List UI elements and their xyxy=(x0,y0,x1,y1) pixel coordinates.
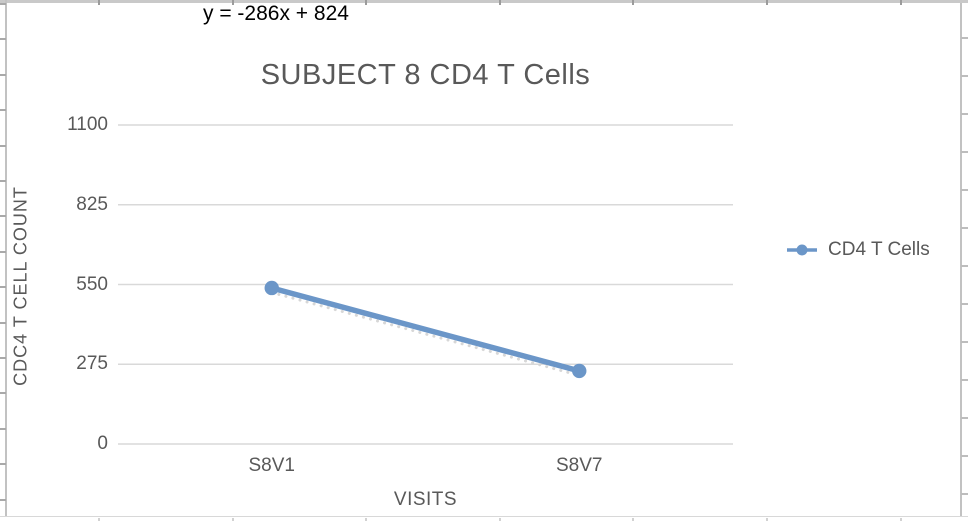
worksheet-gridline-tick xyxy=(766,517,768,521)
worksheet-gridline-tick xyxy=(961,417,968,419)
worksheet-gridline-tick xyxy=(961,265,968,267)
worksheet-gridline-tick xyxy=(961,37,968,39)
worksheet-gridline-tick xyxy=(899,517,902,521)
x-axis-title[interactable]: VISITS xyxy=(393,489,458,510)
worksheet-gridline-tick xyxy=(632,517,635,521)
worksheet-gridline-tick xyxy=(231,0,234,5)
worksheet-gridline-tick xyxy=(0,392,6,395)
worksheet-gridline-tick xyxy=(98,0,100,5)
legend[interactable]: CD4 T Cells xyxy=(786,238,930,262)
worksheet-left-border xyxy=(5,0,7,517)
worksheet-gridline-tick xyxy=(98,517,100,521)
worksheet-gridline-tick xyxy=(632,0,635,5)
x-axis-category-label[interactable]: S8V7 xyxy=(556,455,603,476)
y-axis-tick-label[interactable]: 1100 xyxy=(67,114,108,135)
legend-key-icon xyxy=(787,244,817,256)
y-axis-tick-label[interactable]: 0 xyxy=(97,433,108,454)
data-point-marker[interactable] xyxy=(572,363,587,379)
legend-series-label: CD4 T Cells xyxy=(828,239,930,260)
worksheet-gridline-tick xyxy=(231,517,234,521)
y-axis-tick-label[interactable]: 825 xyxy=(76,193,108,215)
trendline-equation-label[interactable]: y = -286x + 824 xyxy=(203,2,349,25)
worksheet-top-border xyxy=(0,0,968,3)
worksheet-gridline-tick xyxy=(961,379,968,381)
worksheet-gridline-tick xyxy=(899,0,902,5)
worksheet-gridline-tick xyxy=(0,144,6,147)
worksheet-gridline-tick xyxy=(0,498,6,501)
worksheet-gridline-tick xyxy=(961,455,968,457)
trendline[interactable] xyxy=(270,290,581,377)
worksheet-gridline-tick xyxy=(961,303,968,305)
worksheet-gridline-tick xyxy=(0,3,6,5)
worksheet-gridline-tick xyxy=(0,463,6,466)
worksheet-gridline-tick xyxy=(498,0,501,5)
worksheet-gridline-tick xyxy=(0,180,6,182)
data-point-marker[interactable] xyxy=(264,280,279,296)
worksheet-gridline-tick xyxy=(961,151,968,153)
worksheet-gridline-tick xyxy=(498,517,501,521)
series-line[interactable] xyxy=(269,285,582,374)
worksheet-right-border xyxy=(960,3,962,516)
worksheet-gridline-tick xyxy=(0,73,6,76)
worksheet-gridline-tick xyxy=(961,493,968,495)
worksheet-gridline-tick xyxy=(0,286,6,289)
worksheet-gridline-tick xyxy=(0,250,6,253)
worksheet-gridline-tick xyxy=(961,189,968,191)
worksheet-gridline-tick xyxy=(365,0,368,5)
worksheet-gridline-tick xyxy=(961,113,968,115)
worksheet-gridline-tick xyxy=(0,215,6,218)
worksheet-gridline-tick xyxy=(0,357,6,359)
worksheet-gridline-tick xyxy=(0,38,6,41)
y-axis-tick-label[interactable]: 550 xyxy=(76,273,108,295)
worksheet-gridline-tick xyxy=(365,517,368,521)
worksheet-gridline-tick xyxy=(961,341,968,343)
x-axis-category-label[interactable]: S8V1 xyxy=(248,455,295,476)
worksheet-gridline-tick xyxy=(0,321,6,324)
chart-title[interactable]: SUBJECT 8 CD4 T Cells xyxy=(260,59,591,91)
worksheet-gridline-tick xyxy=(961,75,968,77)
worksheet-bottom-border xyxy=(0,515,968,518)
worksheet-gridline-tick xyxy=(0,109,6,112)
worksheet-gridline-tick xyxy=(0,427,6,430)
legend-key-marker xyxy=(796,244,808,256)
worksheet-gridline-tick xyxy=(766,0,768,5)
worksheet-gridline-tick xyxy=(961,227,968,229)
y-axis-tick-label[interactable]: 275 xyxy=(76,353,108,375)
